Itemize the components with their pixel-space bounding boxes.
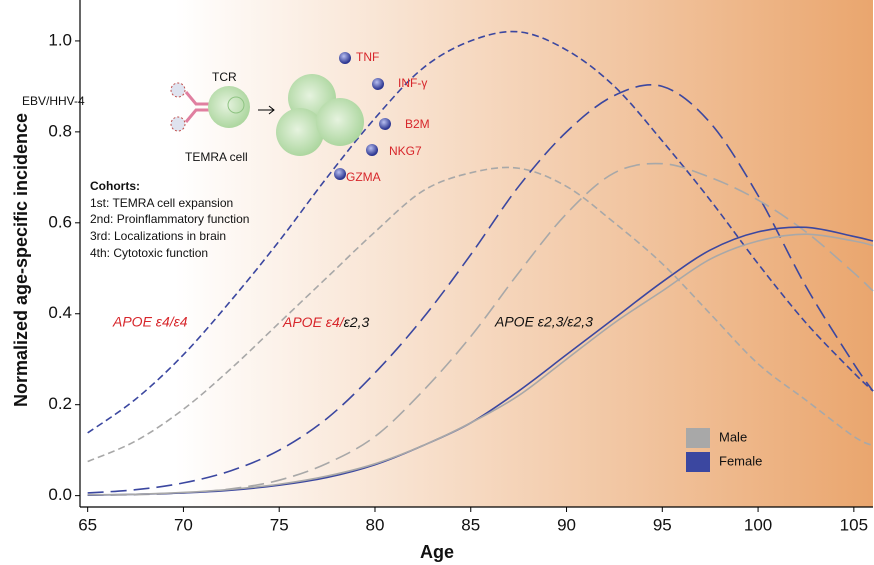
x-tick-label: 90 (557, 515, 576, 534)
cell-nucleus (227, 96, 245, 114)
legend-swatch (686, 428, 710, 448)
x-tick-label: 75 (270, 515, 289, 534)
line-series (87, 30, 874, 434)
x-tick-label: 95 (653, 515, 672, 534)
x-tick-label: 105 (840, 515, 868, 534)
cytokine-label: GZMA (346, 170, 381, 184)
apoe-label: APOE ε4/ε2,3 (282, 314, 369, 330)
cohort-item: 1st: TEMRA cell expansion (90, 196, 233, 210)
cohorts-title: Cohorts: (90, 179, 140, 193)
cell-label: TEMRA cell (185, 150, 248, 164)
cell-icon (208, 86, 250, 128)
cytokine-label: B2M (405, 117, 430, 131)
line-series (87, 166, 874, 463)
cytokine-dot (372, 78, 384, 90)
receptor-label: TCR (212, 70, 237, 84)
x-axis-label: Age (420, 542, 454, 562)
illustration: EBV/HHV-4 TCR TEMRA cell TNF INF-γ B2M N… (22, 50, 430, 260)
y-tick-label: 0.6 (48, 212, 72, 231)
cytokine-label: INF-γ (398, 76, 427, 90)
virus-icon (170, 82, 186, 98)
line-series (87, 233, 874, 496)
x-tick-label: 65 (78, 515, 97, 534)
plot-background (80, 0, 873, 507)
line-series (87, 84, 874, 494)
apoe-label: APOE ε4/ε4 (112, 314, 188, 330)
apoe-label-part: APOE ε4/ (282, 314, 346, 330)
y-tick-label: 0.0 (48, 485, 72, 504)
cohort-item: 2nd: Proinflammatory function (90, 212, 249, 226)
cell-icon (276, 108, 324, 156)
plot-area (87, 30, 874, 496)
arrow (258, 105, 275, 115)
y-tick-label: 1.0 (48, 30, 72, 49)
cytokine-dot (339, 52, 351, 64)
cytokine-label: TNF (356, 50, 379, 64)
x-tick-label: 70 (174, 515, 193, 534)
receptor-icon (184, 91, 210, 123)
cohort-item: 3rd: Localizations in brain (90, 229, 226, 243)
y-tick-label: 0.4 (48, 303, 72, 322)
legend-label: Male (719, 429, 747, 444)
cell-icon (316, 98, 364, 146)
cytokine-dot (366, 144, 378, 156)
legend-swatch (686, 452, 710, 472)
legend-label: Female (719, 453, 762, 468)
cytokine-label: NKG7 (389, 144, 422, 158)
y-tick-label: 0.8 (48, 121, 72, 140)
x-tick-label: 80 (366, 515, 385, 534)
cytokine-dot (379, 118, 391, 130)
y-axis-label: Normalized age-specific incidence (11, 113, 31, 407)
x-tick-label: 85 (461, 515, 480, 534)
cohort-item: 4th: Cytotoxic function (90, 246, 208, 260)
virus-label: EBV/HHV-4 (22, 94, 85, 108)
virus-icon (170, 116, 186, 132)
apoe-label-part: ε2,3 (344, 314, 370, 330)
cytokine-dot (334, 168, 346, 180)
line-series (87, 226, 874, 496)
apoe-label: APOE ε2,3/ε2,3 (494, 314, 593, 330)
y-tick-label: 0.2 (48, 394, 72, 413)
x-tick-label: 100 (744, 515, 772, 534)
